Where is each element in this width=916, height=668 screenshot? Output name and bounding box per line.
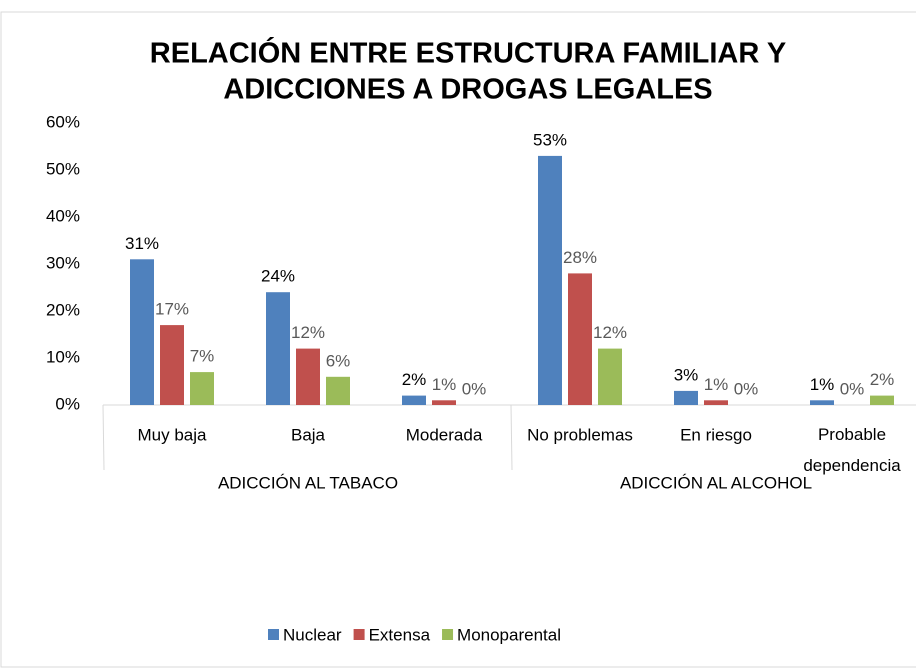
data-label: 12% bbox=[593, 323, 627, 342]
legend-swatch bbox=[268, 629, 279, 640]
data-label: 24% bbox=[261, 267, 295, 286]
data-label: 0% bbox=[840, 379, 865, 398]
bar bbox=[266, 292, 290, 405]
y-tick-label: 0% bbox=[55, 394, 80, 413]
group-separator bbox=[102, 404, 105, 471]
chart-title: RELACIÓN ENTRE ESTRUCTURA FAMILIAR Y bbox=[150, 36, 786, 70]
y-tick-label: 30% bbox=[46, 253, 80, 272]
y-tick-label: 50% bbox=[46, 159, 80, 178]
y-tick-label: 40% bbox=[46, 206, 80, 225]
bar bbox=[870, 395, 894, 405]
group-separator bbox=[510, 404, 513, 471]
legend-label: Nuclear bbox=[283, 625, 342, 644]
bar bbox=[130, 259, 154, 405]
data-label: 2% bbox=[870, 370, 895, 389]
x-tick-label: Moderada bbox=[406, 425, 483, 444]
bar bbox=[568, 273, 592, 405]
y-tick-label: 10% bbox=[46, 347, 80, 366]
bar bbox=[810, 400, 834, 405]
data-label: 6% bbox=[326, 351, 351, 370]
bar bbox=[538, 155, 562, 405]
data-label: 3% bbox=[674, 365, 699, 384]
data-label: 28% bbox=[563, 248, 597, 267]
data-label: 31% bbox=[125, 234, 159, 253]
data-label: 17% bbox=[155, 300, 189, 319]
bar bbox=[190, 372, 214, 405]
data-label: 53% bbox=[533, 130, 567, 149]
bar bbox=[432, 400, 456, 405]
bar bbox=[326, 376, 350, 405]
data-label: 0% bbox=[462, 379, 487, 398]
bar bbox=[674, 390, 698, 405]
y-tick-label: 20% bbox=[46, 300, 80, 319]
legend-label: Monoparental bbox=[457, 625, 561, 644]
x-tick-label: No problemas bbox=[527, 425, 633, 444]
bar bbox=[296, 348, 320, 405]
bar bbox=[704, 400, 728, 405]
bar bbox=[160, 325, 184, 405]
x-tick-label: Baja bbox=[291, 425, 326, 444]
x-tick-label: En riesgo bbox=[680, 425, 752, 444]
data-label: 12% bbox=[291, 323, 325, 342]
data-label: 7% bbox=[190, 347, 215, 366]
legend-swatch bbox=[442, 629, 454, 640]
y-tick-label: 60% bbox=[46, 112, 80, 131]
legend-label: Extensa bbox=[369, 625, 431, 644]
bar bbox=[598, 348, 622, 405]
data-label: 2% bbox=[402, 370, 427, 389]
bar bbox=[402, 395, 426, 405]
data-label: 1% bbox=[810, 375, 835, 394]
data-label: 1% bbox=[432, 375, 457, 394]
data-label: 1% bbox=[704, 375, 729, 394]
legend-swatch bbox=[353, 629, 365, 640]
group-label: ADICCIÓN AL TABACO bbox=[218, 473, 398, 492]
group-label: ADICCIÓN AL ALCOHOL bbox=[620, 473, 812, 492]
x-tick-label: Probable dependencia bbox=[803, 425, 901, 475]
data-label: 0% bbox=[734, 379, 759, 398]
x-tick-label: Muy baja bbox=[138, 425, 208, 444]
chart-title: ADICCIONES A DROGAS LEGALES bbox=[223, 74, 712, 106]
